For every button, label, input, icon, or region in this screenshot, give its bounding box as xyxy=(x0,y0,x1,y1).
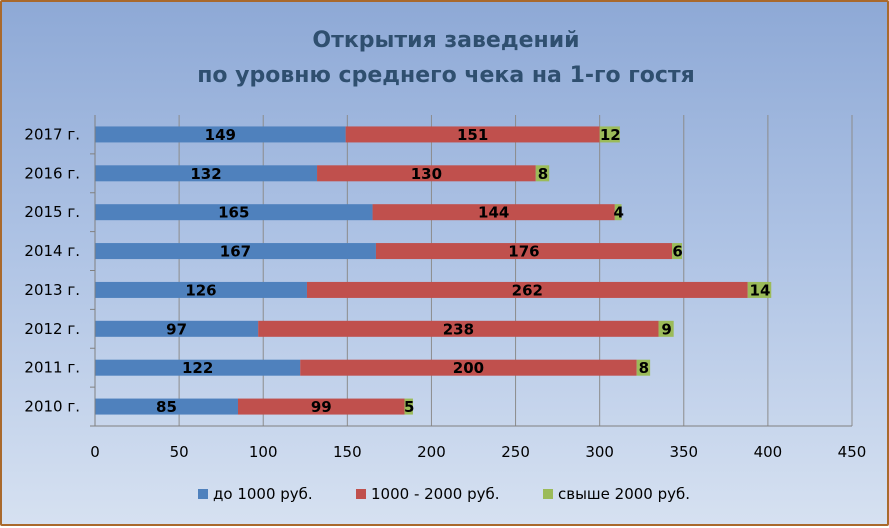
data-label-2-0: 5 xyxy=(404,398,414,416)
labels-layer: 85 99 5 122 200 8 97 238 9 126 262 14 167 176 6 165 144 4… xyxy=(156,126,770,416)
x-tick-label-200: 200 xyxy=(417,443,446,461)
chart-title-line-1: Открытия заведений xyxy=(312,28,579,53)
x-tick-label-100: 100 xyxy=(249,443,278,461)
data-label-1-7: 151 xyxy=(457,126,488,144)
data-label-0-2: 97 xyxy=(166,320,187,338)
chart-title-line-2: по уровню среднего чека на 1-го гостя xyxy=(197,63,695,88)
category-label-5: 2015 г. xyxy=(24,203,80,221)
x-tick-label-300: 300 xyxy=(585,443,614,461)
legend-label-1: 1000 - 2000 руб. xyxy=(371,485,499,503)
bar-1-1 xyxy=(300,359,637,376)
bar-0-0 xyxy=(95,398,238,415)
bar-2-1 xyxy=(636,359,651,376)
bar-2-0 xyxy=(404,398,413,415)
bar-2-7 xyxy=(599,126,620,143)
category-label-0: 2010 г. xyxy=(24,398,80,416)
bar-2-6 xyxy=(535,165,550,182)
bar-1-0 xyxy=(237,398,405,415)
bar-0-5 xyxy=(95,204,373,221)
data-label-0-0: 85 xyxy=(156,398,177,416)
data-label-0-4: 167 xyxy=(220,243,251,261)
x-tick-label-450: 450 xyxy=(838,443,867,461)
data-label-1-2: 238 xyxy=(443,320,474,338)
data-label-1-0: 99 xyxy=(311,398,332,416)
bar-0-6 xyxy=(95,165,318,182)
data-label-2-2: 9 xyxy=(661,320,671,338)
category-label-6: 2016 г. xyxy=(24,164,80,182)
data-label-2-7: 12 xyxy=(600,126,621,144)
bar-1-6 xyxy=(317,165,536,182)
data-label-2-3: 14 xyxy=(750,281,771,299)
data-label-1-3: 262 xyxy=(512,281,543,299)
data-label-2-6: 8 xyxy=(538,165,548,183)
x-tick-label-400: 400 xyxy=(754,443,783,461)
grid-layer xyxy=(178,115,853,426)
bar-0-4 xyxy=(95,243,376,260)
data-label-0-3: 126 xyxy=(185,281,216,299)
data-label-0-1: 122 xyxy=(182,359,213,377)
category-label-2: 2012 г. xyxy=(24,320,80,338)
data-label-2-1: 8 xyxy=(639,359,649,377)
bar-1-3 xyxy=(306,281,748,298)
data-label-1-5: 144 xyxy=(478,204,509,222)
bar-1-4 xyxy=(375,243,673,260)
bar-2-4 xyxy=(672,243,683,260)
category-label-4: 2014 г. xyxy=(24,242,80,260)
bar-1-5 xyxy=(372,204,615,221)
legend-swatch-2 xyxy=(543,489,553,499)
legend-label-0: до 1000 руб. xyxy=(213,485,313,503)
legend: до 1000 руб. 1000 - 2000 руб. свыше 2000 р… xyxy=(198,485,690,503)
legend-swatch-0 xyxy=(198,489,208,499)
x-tick-label-0: 0 xyxy=(90,443,100,461)
data-label-0-5: 165 xyxy=(218,204,249,222)
data-label-1-6: 130 xyxy=(411,165,442,183)
bar-0-1 xyxy=(95,359,301,376)
bar-1-7 xyxy=(345,126,600,143)
data-label-2-4: 6 xyxy=(672,243,682,261)
bars-layer xyxy=(95,126,772,415)
bar-1-2 xyxy=(258,320,659,337)
data-label-2-5: 4 xyxy=(613,204,623,222)
bar-0-3 xyxy=(95,281,307,298)
category-label-3: 2013 г. xyxy=(24,281,80,299)
bar-0-7 xyxy=(95,126,346,143)
data-label-0-6: 132 xyxy=(190,165,221,183)
legend-swatch-1 xyxy=(356,489,366,499)
x-tick-label-350: 350 xyxy=(669,443,698,461)
bar-0-2 xyxy=(95,320,259,337)
category-label-7: 2017 г. xyxy=(24,125,80,143)
data-label-1-1: 200 xyxy=(453,359,484,377)
category-label-1: 2011 г. xyxy=(24,359,80,377)
x-tick-label-250: 250 xyxy=(501,443,530,461)
bar-2-2 xyxy=(658,320,674,337)
x-tick-label-50: 50 xyxy=(170,443,189,461)
bar-2-5 xyxy=(614,204,622,221)
axis-layer: 0 50 100 150 200 250 300 350 400 450 2010 г. 2011 г… xyxy=(24,115,866,461)
data-label-0-7: 149 xyxy=(205,126,236,144)
data-label-1-4: 176 xyxy=(508,243,539,261)
bar-2-3 xyxy=(747,281,772,298)
x-tick-label-150: 150 xyxy=(333,443,362,461)
legend-label-2: свыше 2000 руб. xyxy=(558,485,690,503)
